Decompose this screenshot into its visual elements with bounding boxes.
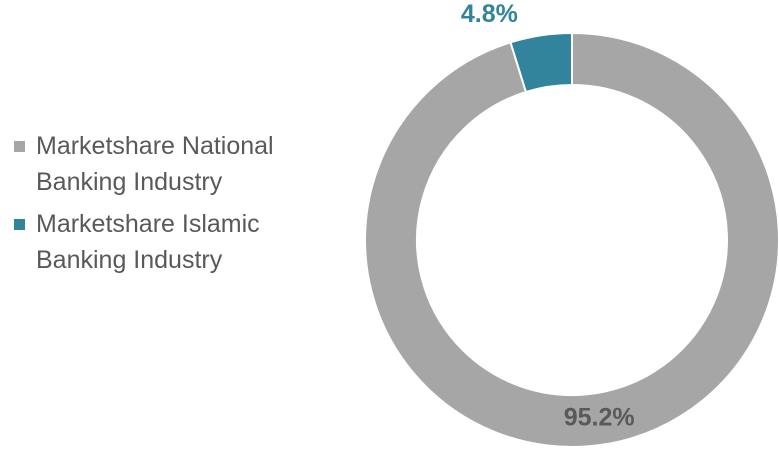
legend-item: Marketshare Islamic Banking Industry	[14, 206, 276, 278]
data-label: 95.2%	[564, 404, 635, 432]
legend-item: Marketshare National Banking Industry	[14, 128, 276, 200]
legend: Marketshare National Banking Industry Mar…	[14, 128, 294, 284]
legend-swatch	[14, 219, 25, 230]
donut-slice	[509, 31, 573, 94]
legend-label: Marketshare National Banking Industry	[36, 132, 274, 196]
legend-swatch	[14, 141, 25, 152]
legend-label: Marketshare Islamic Banking Industry	[36, 210, 260, 274]
donut-slice	[364, 31, 779, 448]
data-label: 4.8%	[461, 0, 518, 28]
